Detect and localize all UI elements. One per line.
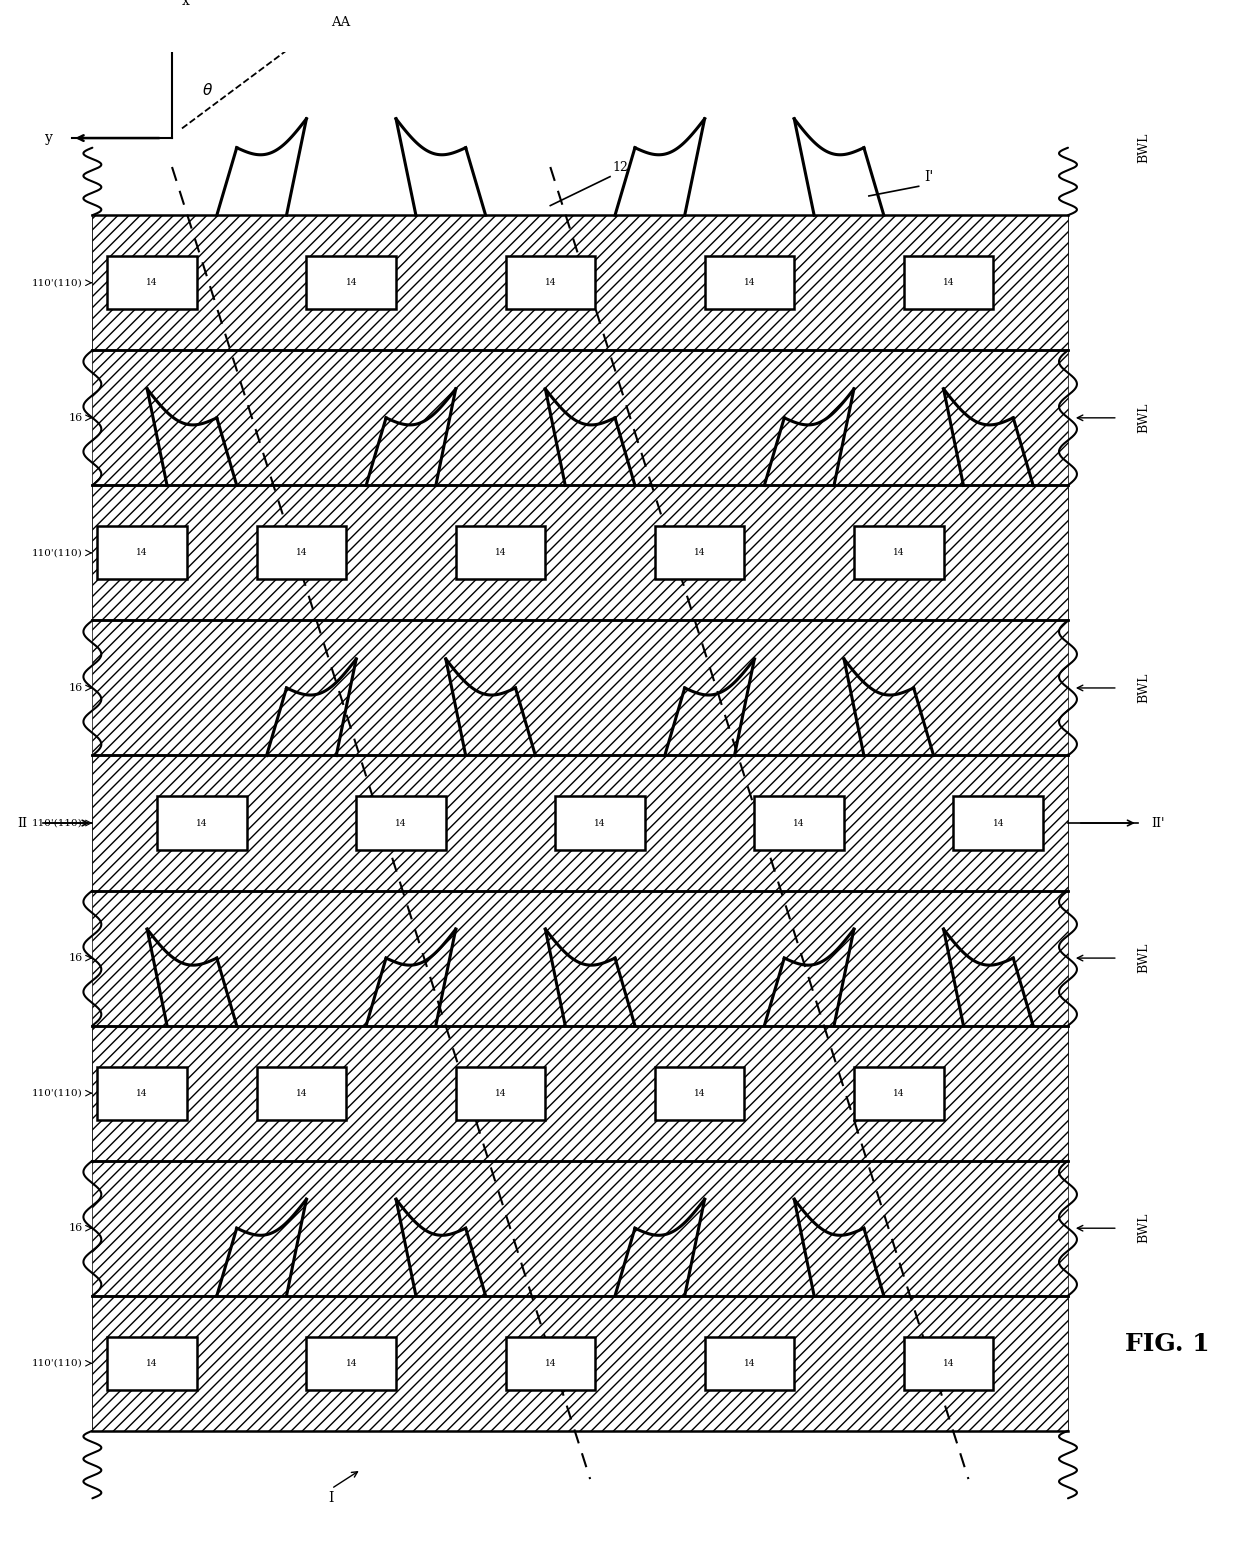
Text: 110'(110): 110'(110) xyxy=(32,1359,82,1367)
Text: 14: 14 xyxy=(794,818,805,828)
Text: 16: 16 xyxy=(68,683,82,692)
Bar xyxy=(954,797,1043,850)
Text: 14: 14 xyxy=(893,549,904,558)
Text: 14: 14 xyxy=(146,1359,157,1367)
Text: 14: 14 xyxy=(992,818,1004,828)
Text: AA: AA xyxy=(331,16,351,28)
Text: 14: 14 xyxy=(136,1088,148,1098)
Text: 110'(110): 110'(110) xyxy=(32,1088,82,1098)
Bar xyxy=(92,1026,1068,1161)
Text: 14: 14 xyxy=(346,1359,357,1367)
Bar xyxy=(92,620,1068,756)
Bar xyxy=(456,527,546,580)
Text: 14: 14 xyxy=(594,818,606,828)
Text: BWL: BWL xyxy=(1137,943,1151,973)
Bar xyxy=(92,351,1068,485)
Bar xyxy=(904,1336,993,1389)
Bar xyxy=(92,1161,1068,1296)
Bar xyxy=(92,890,1068,1026)
Bar xyxy=(92,215,1068,351)
Bar xyxy=(904,256,993,309)
Text: 14: 14 xyxy=(396,818,407,828)
Text: $\theta$: $\theta$ xyxy=(202,81,213,98)
Text: FIG. 1: FIG. 1 xyxy=(1125,1331,1210,1356)
Text: 14: 14 xyxy=(942,278,955,287)
Bar xyxy=(854,527,944,580)
Text: 16: 16 xyxy=(68,953,82,963)
Bar xyxy=(456,1066,546,1119)
Bar xyxy=(92,620,1068,756)
Text: 14: 14 xyxy=(694,549,706,558)
Text: 14: 14 xyxy=(295,549,308,558)
Bar xyxy=(98,1066,187,1119)
Bar xyxy=(92,1296,1068,1431)
Bar xyxy=(306,1336,396,1389)
Bar xyxy=(92,756,1068,890)
Bar xyxy=(655,1066,744,1119)
Bar xyxy=(108,1336,197,1389)
Text: 14: 14 xyxy=(942,1359,955,1367)
Text: 110'(110): 110'(110) xyxy=(32,278,82,287)
Bar xyxy=(108,256,197,309)
Text: 14: 14 xyxy=(196,818,207,828)
Bar xyxy=(655,527,744,580)
Text: 14: 14 xyxy=(346,278,357,287)
Bar xyxy=(306,256,396,309)
Text: 14: 14 xyxy=(694,1088,706,1098)
Text: 14: 14 xyxy=(136,549,148,558)
Bar xyxy=(257,1066,346,1119)
Text: II': II' xyxy=(1151,817,1164,829)
Text: 14: 14 xyxy=(295,1088,308,1098)
Text: I': I' xyxy=(924,170,934,184)
Bar xyxy=(506,1336,595,1389)
Text: I: I xyxy=(329,1492,334,1506)
Bar xyxy=(754,797,844,850)
Bar xyxy=(92,1161,1068,1296)
Text: x: x xyxy=(182,0,190,8)
Text: 14: 14 xyxy=(893,1088,904,1098)
Text: BWL: BWL xyxy=(1137,1213,1151,1244)
Text: 16: 16 xyxy=(68,413,82,422)
Bar xyxy=(92,485,1068,620)
Bar xyxy=(92,351,1068,485)
Bar xyxy=(704,1336,794,1389)
Bar xyxy=(356,797,446,850)
Bar xyxy=(704,256,794,309)
Text: 14: 14 xyxy=(544,1359,556,1367)
Text: 14: 14 xyxy=(495,549,506,558)
Bar xyxy=(506,256,595,309)
Text: 14: 14 xyxy=(744,278,755,287)
Bar xyxy=(157,797,247,850)
Bar xyxy=(257,527,346,580)
Text: BWL: BWL xyxy=(1137,673,1151,703)
Bar xyxy=(556,797,645,850)
Text: 110'(110): 110'(110) xyxy=(32,549,82,558)
Text: 12: 12 xyxy=(613,161,627,173)
Bar xyxy=(92,890,1068,1026)
Text: 16: 16 xyxy=(68,1224,82,1233)
Text: II: II xyxy=(17,817,27,829)
Text: BWL: BWL xyxy=(1137,133,1151,162)
Bar xyxy=(854,1066,944,1119)
Text: 14: 14 xyxy=(544,278,556,287)
Text: 14: 14 xyxy=(495,1088,506,1098)
Bar xyxy=(98,527,187,580)
Text: y: y xyxy=(45,131,52,145)
Text: BWL: BWL xyxy=(1137,402,1151,433)
Text: 110'(110): 110'(110) xyxy=(32,818,82,828)
Text: 14: 14 xyxy=(744,1359,755,1367)
Text: 14: 14 xyxy=(146,278,157,287)
